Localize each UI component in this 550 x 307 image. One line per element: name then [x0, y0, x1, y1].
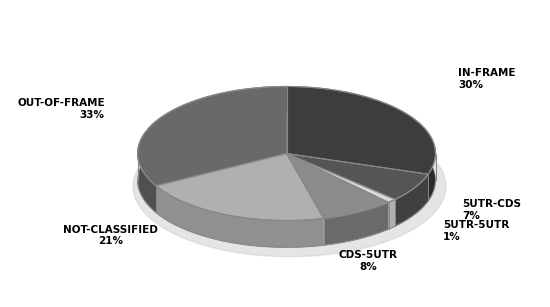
Polygon shape: [138, 87, 287, 186]
Text: NOT-CLASSIFIED
21%: NOT-CLASSIFIED 21%: [63, 225, 158, 246]
Polygon shape: [138, 87, 287, 213]
Polygon shape: [388, 199, 395, 229]
Polygon shape: [287, 154, 395, 202]
Polygon shape: [287, 87, 436, 174]
Polygon shape: [287, 87, 436, 201]
Polygon shape: [323, 202, 388, 245]
Polygon shape: [156, 154, 323, 220]
Text: OUT-OF-FRAME
33%: OUT-OF-FRAME 33%: [17, 98, 105, 120]
Text: 5UTR-CDS
7%: 5UTR-CDS 7%: [463, 199, 521, 221]
Ellipse shape: [133, 116, 446, 257]
Polygon shape: [395, 174, 428, 226]
Text: CDS-5UTR
8%: CDS-5UTR 8%: [339, 250, 398, 272]
Polygon shape: [287, 154, 388, 218]
Text: IN-FRAME
30%: IN-FRAME 30%: [458, 68, 515, 90]
Polygon shape: [287, 154, 428, 199]
Text: 5UTR-5UTR
1%: 5UTR-5UTR 1%: [443, 220, 509, 242]
Polygon shape: [156, 186, 323, 247]
